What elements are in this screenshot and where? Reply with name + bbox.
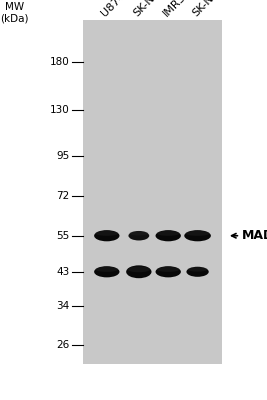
Text: SK-N-AS: SK-N-AS [191,0,229,18]
Text: 34: 34 [56,301,69,311]
Text: U87-MG: U87-MG [100,0,138,18]
Text: 180: 180 [50,57,69,67]
Text: MADH7: MADH7 [242,229,267,242]
Text: 130: 130 [50,105,69,115]
Text: IMR32: IMR32 [161,0,193,18]
Text: 26: 26 [56,340,69,350]
Text: 72: 72 [56,191,69,201]
Text: 95: 95 [56,151,69,161]
Text: SK-N-SH: SK-N-SH [132,0,171,18]
Text: 55: 55 [56,231,69,241]
Text: MW
(kDa): MW (kDa) [1,2,29,24]
Text: 43: 43 [56,267,69,277]
